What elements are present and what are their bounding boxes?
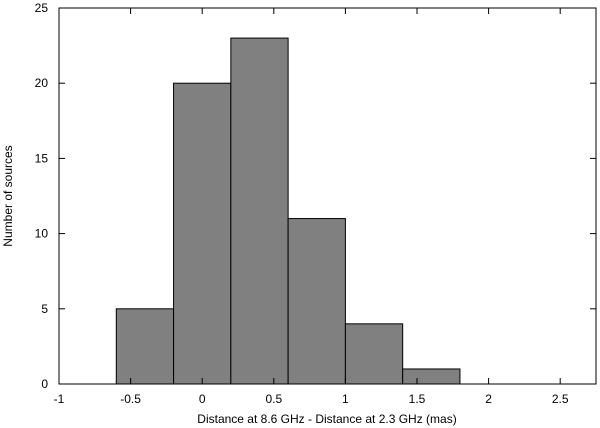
y-tick-label: 15	[35, 151, 49, 165]
y-tick-label: 5	[41, 302, 48, 316]
histogram-bar	[115, 308, 175, 385]
ticks-layer: -1 -0.5 0 0.5 1 1.5 2 2.5 0 5 10 15 20 25	[35, 1, 596, 406]
x-tick-label: -0.5	[120, 392, 141, 406]
x-tick-label: 1.5	[409, 392, 426, 406]
histogram-bar	[287, 218, 346, 385]
y-tick-label: 0	[41, 377, 48, 391]
axes-layer	[58, 7, 597, 385]
x-tick-label: 1	[342, 392, 349, 406]
histogram-bar	[402, 368, 461, 385]
histogram-bar	[230, 37, 289, 385]
histogram-bar	[173, 82, 232, 385]
x-axis-title: Distance at 8.6 GHz - Distance at 2.3 GH…	[197, 412, 456, 426]
x-tick-label: 2.5	[552, 392, 569, 406]
y-axis-title: Number of sources	[1, 145, 15, 246]
histogram-bar	[344, 323, 404, 385]
y-tick-label: 25	[35, 1, 49, 15]
bars-layer	[115, 37, 575, 385]
x-tick-label: 0.5	[265, 392, 282, 406]
x-tick-label: -1	[54, 392, 65, 406]
y-tick-label: 10	[35, 227, 49, 241]
x-tick-label: 0	[199, 392, 206, 406]
x-tick-label: 2	[485, 392, 492, 406]
y-tick-label: 20	[35, 76, 49, 90]
plot-frame	[58, 7, 597, 385]
